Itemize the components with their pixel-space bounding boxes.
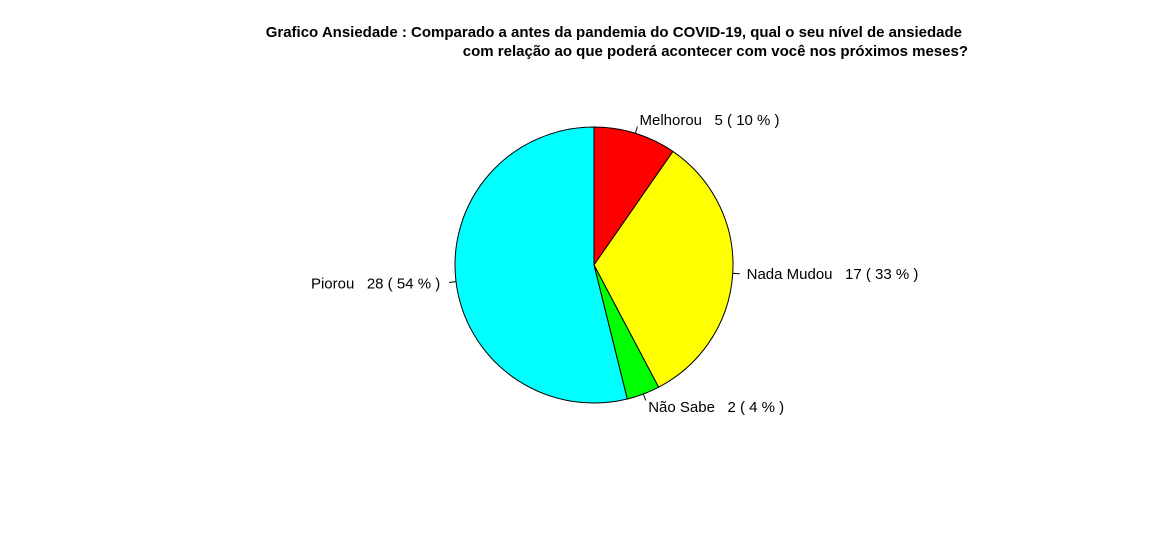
pie-slice (593, 126, 674, 267)
pie-slice (593, 150, 734, 388)
pie-slice-label: Nada Mudou 17 ( 33 % ) (747, 266, 919, 283)
pie-leader-line (634, 126, 638, 134)
pie-leader-line (642, 393, 647, 401)
pie-slice-label: Não Sabe 2 ( 4 % ) (648, 399, 784, 416)
pie-leader-line (449, 281, 457, 283)
pie-slice-label: Melhorou 5 ( 10 % ) (639, 112, 779, 129)
chart-title-line-1: Grafico Ansiedade : Comparado a antes da… (266, 24, 962, 41)
pie-labels: Melhorou 5 ( 10 % ) Nada Mudou 17 ( 33 % … (311, 112, 918, 416)
chart-title-line-2: com relação ao que poderá acontecer com … (463, 43, 968, 60)
pie-slice-label: Piorou 28 ( 54 % ) (311, 275, 440, 292)
pie-slices (454, 126, 734, 404)
chart-title: Grafico Ansiedade : Comparado a antes da… (266, 24, 968, 60)
